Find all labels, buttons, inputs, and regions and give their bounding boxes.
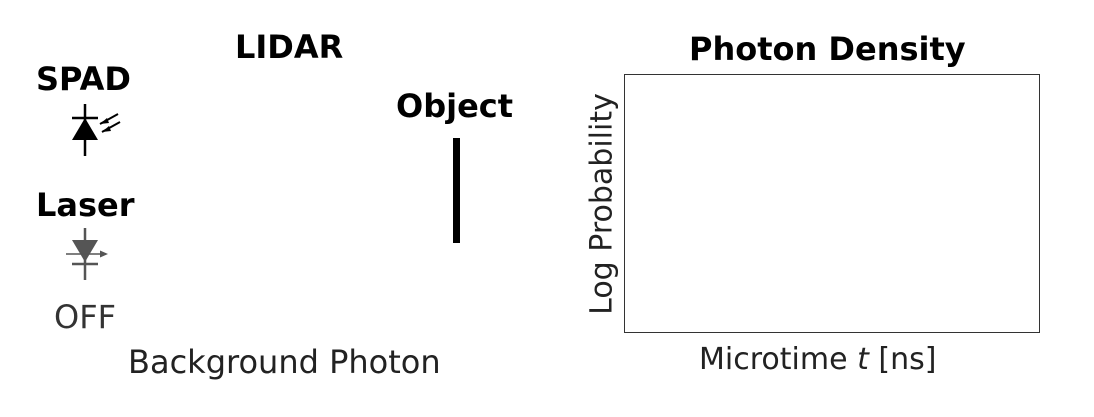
laser-status: OFF — [54, 298, 116, 336]
object-bar — [453, 138, 460, 243]
x-axis-label: Microtime t [ns] — [699, 342, 936, 377]
background-photon-label: Background Photon — [128, 343, 441, 381]
laser-diode-icon — [66, 228, 108, 280]
y-axis-label-container: Log Probability — [582, 74, 622, 333]
object-label: Object — [396, 87, 514, 125]
y-axis-label: Log Probability — [584, 93, 620, 315]
x-axis-label-unit: [ns] — [868, 342, 937, 377]
photon-density-title: Photon Density — [689, 30, 966, 68]
laser-label: Laser — [36, 186, 135, 224]
lidar-title: LIDAR — [235, 28, 344, 66]
spad-label: SPAD — [36, 60, 131, 98]
photodiode-icon — [72, 104, 121, 156]
plot-area — [624, 74, 1040, 333]
x-axis-label-variable: t — [857, 342, 869, 377]
x-axis-label-prefix: Microtime — [699, 342, 858, 377]
